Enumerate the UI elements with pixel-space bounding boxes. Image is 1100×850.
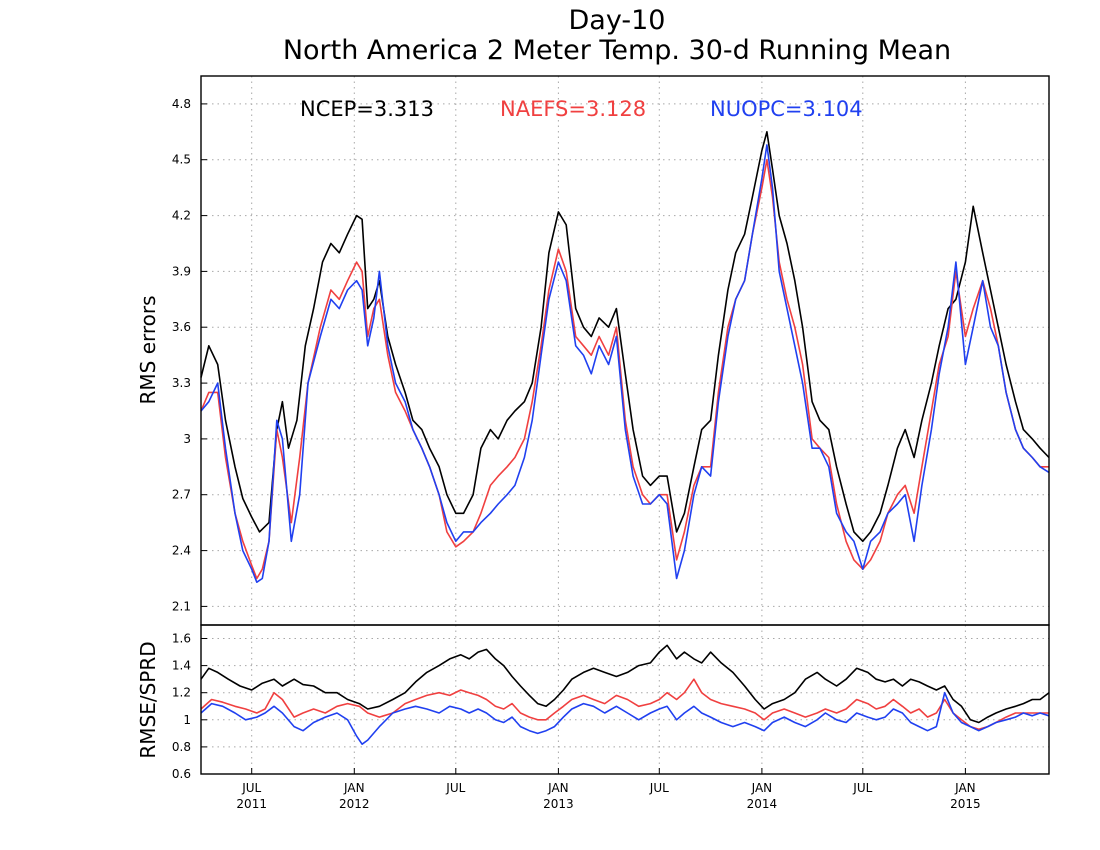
legend-naefs: NAEFS=3.128 (500, 97, 646, 121)
x-tick-year-label: 2015 (950, 797, 981, 811)
bottom-y-axis: 0.6 0.8 1 1.2 1.4 1.6 (172, 632, 207, 781)
top-panel-series (200, 131, 1050, 584)
x-tick-month-label: JAN (751, 781, 773, 795)
bottom-panel-series (200, 644, 1050, 746)
x-tick-year-label: 2014 (747, 797, 778, 811)
bottom-y-tick-label: 1.6 (172, 632, 191, 646)
x-tick-month-label: JUL (852, 781, 872, 795)
legend-ncep: NCEP=3.313 (300, 97, 434, 121)
legend-nuopc: NUOPC=3.104 (710, 97, 863, 121)
top-panel-grid (201, 76, 1049, 625)
top-y-tick-label: 2.7 (172, 488, 191, 502)
bottom-y-tick-label: 1 (183, 713, 191, 727)
top-y-tick-label: 4.2 (172, 209, 191, 223)
bottom-y-tick-label: 1.2 (172, 686, 191, 700)
bottom-y-tick-label: 1.4 (172, 659, 191, 673)
bottom-panel-frame (200, 624, 1050, 775)
chart-title: Day-10 (569, 5, 666, 36)
x-axis: JUL 2011 JAN 2012 JUL JAN 2013 JUL JAN 2014 JUL JAN… (236, 768, 981, 811)
bottom-panel-grid (201, 625, 1049, 775)
x-tick-month-label: JUL (649, 781, 669, 795)
bottom-y-tick-label: 0.8 (172, 740, 191, 754)
top-y-tick-label: 3.9 (172, 264, 191, 278)
top-y-axis: 2.1 2.4 2.7 3 3.3 3.6 3.9 4.2 4.5 4.8 (172, 97, 207, 613)
top-series-line-2 (200, 144, 1050, 584)
x-tick-month-label: JAN (343, 781, 365, 795)
x-tick-month-label: JUL (445, 781, 465, 795)
top-panel-frame (200, 75, 1050, 626)
top-y-tick-label: 4.5 (172, 153, 191, 167)
x-tick-year-label: 2013 (543, 797, 574, 811)
top-y-axis-label: RMS errors (136, 295, 160, 404)
top-y-tick-label: 3.6 (172, 320, 191, 334)
top-series-line-1 (200, 158, 1049, 580)
x-tick-month-label: JUL (241, 781, 261, 795)
bottom-y-axis-label: RMSE/SPRD (136, 641, 160, 758)
bottom-y-tick-label: 0.6 (172, 767, 191, 781)
x-tick-month-label: JAN (547, 781, 569, 795)
top-y-tick-label: 3 (183, 432, 191, 446)
bottom-series-line-0 (200, 644, 1050, 724)
bottom-series-line-1 (200, 678, 1049, 731)
chart-subtitle: North America 2 Meter Temp. 30-d Running… (283, 35, 951, 66)
bottom-series-line-2 (200, 691, 1050, 746)
top-y-tick-label: 2.4 (172, 544, 191, 558)
top-series-line-0 (200, 131, 1050, 543)
top-y-tick-label: 3.3 (172, 376, 191, 390)
top-y-tick-label: 4.8 (172, 97, 191, 111)
x-tick-year-label: 2011 (236, 797, 267, 811)
top-y-tick-label: 2.1 (172, 599, 191, 613)
x-tick-year-label: 2012 (339, 797, 370, 811)
x-tick-month-label: JAN (954, 781, 976, 795)
